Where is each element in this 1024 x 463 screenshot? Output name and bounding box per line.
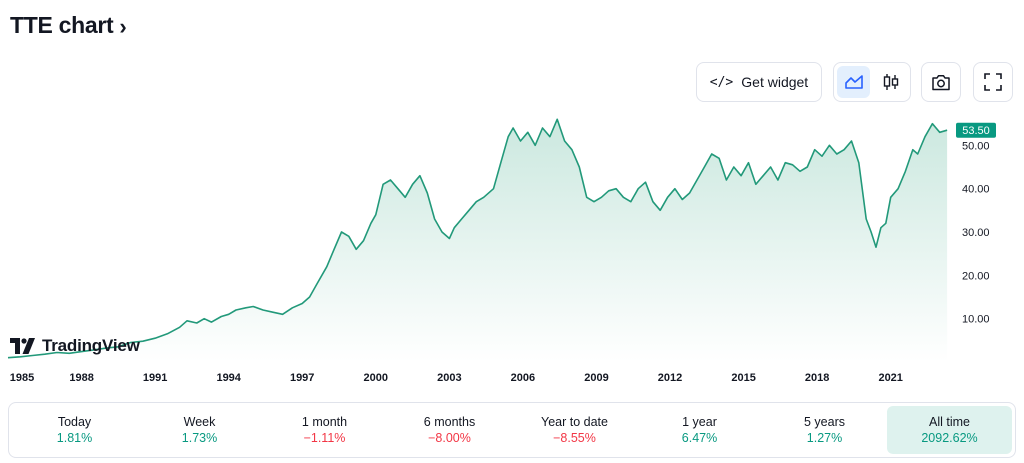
performance-period-2[interactable]: 1 month −1.11% [262, 406, 387, 454]
period-label: Week [183, 415, 216, 429]
x-tick-label: 2015 [731, 372, 756, 384]
period-label: All time [929, 415, 970, 429]
period-change-value: 1.73% [181, 431, 218, 445]
period-label: 1 month [301, 415, 348, 429]
y-tick-label: 40.00 [962, 184, 990, 196]
candle-chart-style-button[interactable] [874, 66, 907, 98]
period-label: 6 months [423, 415, 476, 429]
performance-period-5[interactable]: 1 year 6.47% [637, 406, 762, 454]
performance-bar: Today 1.81% Week 1.73% 1 month −1.11% 6 months… [8, 402, 1016, 458]
y-tick-label: 20.00 [962, 270, 990, 282]
tradingview-logo-icon [10, 338, 35, 354]
performance-period-6[interactable]: 5 years 1.27% [762, 406, 887, 454]
price-chart: 10.00 20.00 30.00 40.00 50.00 53.50 [7, 118, 996, 362]
x-tick-label: 1985 [9, 372, 35, 384]
x-tick-label: 2003 [437, 372, 462, 384]
performance-period-4[interactable]: Year to date −8.55% [512, 406, 637, 454]
fullscreen-button[interactable] [973, 62, 1013, 102]
x-tick-label: 2018 [804, 372, 830, 384]
y-tick-label: 50.00 [962, 140, 990, 152]
x-tick-label: 1994 [216, 372, 241, 384]
chart-style-toggle [833, 62, 911, 102]
performance-period-7[interactable]: All time 2092.62% [887, 406, 1012, 454]
performance-period-1[interactable]: Week 1.73% [137, 406, 262, 454]
area-chart-style-button[interactable] [837, 66, 870, 98]
performance-period-0[interactable]: Today 1.81% [12, 406, 137, 454]
price-area-fill [8, 119, 948, 362]
period-change-value: 6.47% [681, 431, 718, 445]
y-tick-label: 30.00 [962, 227, 990, 239]
price-line [7, 118, 948, 359]
performance-period-3[interactable]: 6 months −8.00% [387, 406, 512, 454]
get-widget-label: Get widget [741, 74, 809, 90]
x-tick-label: 2012 [657, 372, 683, 384]
chart-title-link[interactable]: TTE chart › [10, 12, 127, 39]
candlestick-icon [883, 74, 898, 90]
period-change-value: −8.55% [553, 431, 596, 445]
chevron-right-icon: › [119, 13, 127, 39]
tradingview-logo[interactable]: TradingView [10, 336, 140, 356]
period-label: 5 years [804, 415, 845, 429]
period-label: Today [57, 415, 92, 429]
x-tick-label: 1991 [142, 372, 168, 384]
x-tick-label: 2009 [584, 372, 609, 384]
page-title: TTE chart [10, 12, 114, 38]
x-tick-label: 2000 [363, 372, 389, 384]
get-widget-button[interactable]: </> Get widget [696, 62, 822, 102]
period-label: Year to date [541, 415, 608, 429]
period-change-value: 1.81% [56, 431, 93, 445]
period-change-value: 1.27% [806, 431, 843, 445]
period-change-value: −8.00% [428, 431, 471, 445]
fullscreen-icon [984, 73, 1002, 91]
last-price-badge [956, 122, 996, 138]
x-tick-label: 1997 [289, 372, 315, 384]
period-change-value: −1.11% [303, 431, 346, 445]
x-tick-label: 2021 [878, 372, 903, 384]
y-tick-label: 10.00 [962, 314, 990, 326]
period-label: 1 year [682, 415, 717, 429]
area-chart-icon [844, 75, 863, 89]
x-axis: 1985 1988 1991 1994 1997 2000 2003 2006 2009 2012… [0, 372, 960, 386]
code-icon: </> [709, 74, 734, 90]
screenshot-button[interactable] [921, 62, 961, 102]
camera-icon [932, 74, 950, 90]
last-price-label: 53.50 [962, 125, 990, 137]
x-tick-label: 1988 [69, 372, 94, 384]
period-change-value: 2092.62% [921, 431, 978, 445]
x-tick-label: 2006 [510, 372, 536, 384]
tradingview-logo-text: TradingView [42, 336, 140, 355]
